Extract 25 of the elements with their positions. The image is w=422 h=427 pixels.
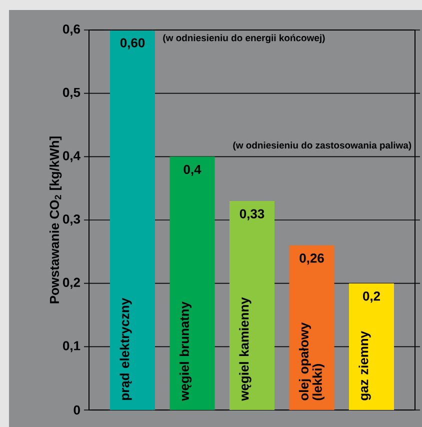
bar — [230, 201, 274, 410]
x-tick-label: prąd elektryczny — [120, 298, 132, 400]
y-tick-label: 0 — [74, 405, 80, 415]
y-tick-label: 0,2 — [62, 278, 80, 289]
y-tick-label: 0,4 — [62, 151, 80, 162]
bar — [349, 283, 394, 410]
data-label: 0,60 — [120, 38, 145, 50]
bar — [110, 30, 155, 410]
y-tick-label: 0,6 — [62, 24, 80, 36]
y-axis-title: Powstawanie CO$_{2}$ [kg/kWh] — [50, 136, 62, 304]
y-tick-label: 0,3 — [62, 214, 80, 226]
x-tick-label: gaz ziemny — [358, 331, 371, 400]
y-tick-label: 0,1 — [62, 341, 80, 352]
x-tick-label: olej opałowy (lekki) — [298, 322, 324, 400]
data-label: 0,4 — [184, 164, 202, 176]
bar — [170, 156, 215, 410]
data-label: 0,2 — [363, 292, 380, 303]
x-tick-label: węgiel kamienny — [239, 297, 252, 401]
x-tick-label: węgiel brunatny — [179, 302, 192, 401]
annotation: (w odniesieniu do energii końcowej) — [163, 34, 325, 44]
y-tick-label: 0,5 — [62, 88, 80, 99]
data-label: 0,33 — [240, 209, 264, 220]
annotation: (w odniesieniu do zastosowania paliwa) — [233, 142, 412, 150]
data-label: 0,26 — [300, 254, 324, 265]
bar — [289, 245, 334, 410]
